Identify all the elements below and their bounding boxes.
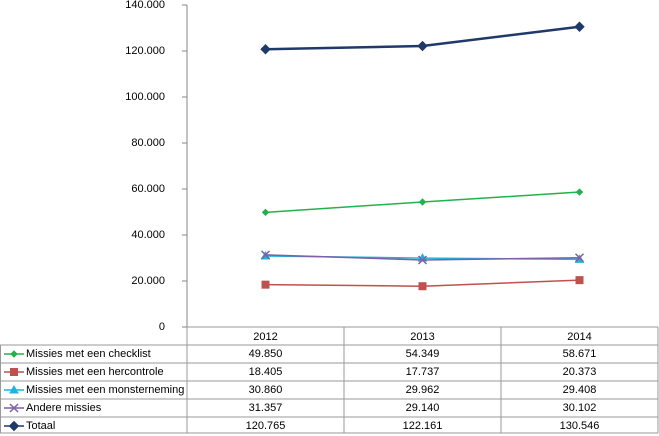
legend-label: Missies met een hercontrole xyxy=(26,366,164,378)
data-point xyxy=(575,276,584,285)
legend-label: Andere missies xyxy=(26,402,102,414)
y-tick-label: 100.000 xyxy=(125,91,165,103)
y-tick-label: 60.000 xyxy=(131,183,165,195)
table-value: 30.860 xyxy=(249,384,283,396)
table-value: 49.850 xyxy=(249,348,283,360)
table-value: 18.405 xyxy=(249,366,283,378)
legend-marker xyxy=(10,368,18,376)
table-value: 29.962 xyxy=(406,384,440,396)
table-value: 122.161 xyxy=(403,420,443,432)
table-value: 58.671 xyxy=(563,348,597,360)
table-value: 31.357 xyxy=(249,402,283,414)
legend-marker xyxy=(9,384,19,394)
data-point xyxy=(417,40,428,52)
table-value: 130.546 xyxy=(560,420,600,432)
y-tick-label: 80.000 xyxy=(131,137,165,149)
x-tick-label: 2012 xyxy=(253,331,277,343)
data-point xyxy=(260,250,271,260)
x-tick-label: 2013 xyxy=(410,331,434,343)
data-point xyxy=(574,253,585,263)
table-value: 17.737 xyxy=(406,366,440,378)
data-point xyxy=(418,282,427,291)
table-value: 54.349 xyxy=(406,348,440,360)
y-tick-label: 140.000 xyxy=(125,0,165,11)
legend-marker xyxy=(8,420,20,432)
table-value: 120.765 xyxy=(246,420,286,432)
table-value: 30.102 xyxy=(563,402,597,414)
y-tick-label: 120.000 xyxy=(125,45,165,57)
y-tick-label: 0 xyxy=(159,321,165,333)
table-value: 20.373 xyxy=(563,366,597,378)
data-point xyxy=(417,255,428,265)
data-point xyxy=(575,188,584,196)
legend-marker xyxy=(9,403,19,413)
y-tick-label: 20.000 xyxy=(131,275,165,287)
table-value: 29.408 xyxy=(563,384,597,396)
legend-marker xyxy=(10,350,18,358)
legend-label: Missies met een monsterneming xyxy=(26,384,184,396)
y-tick-label: 40.000 xyxy=(131,229,165,241)
data-point xyxy=(261,208,270,217)
legend-label: Totaal xyxy=(26,420,55,432)
table-value: 29.140 xyxy=(406,402,440,414)
legend-label: Missies met een checklist xyxy=(26,348,151,360)
data-point xyxy=(418,198,427,206)
x-tick-label: 2014 xyxy=(567,331,591,343)
data-point xyxy=(260,44,271,55)
data-point xyxy=(574,21,585,32)
data-point xyxy=(261,280,270,289)
